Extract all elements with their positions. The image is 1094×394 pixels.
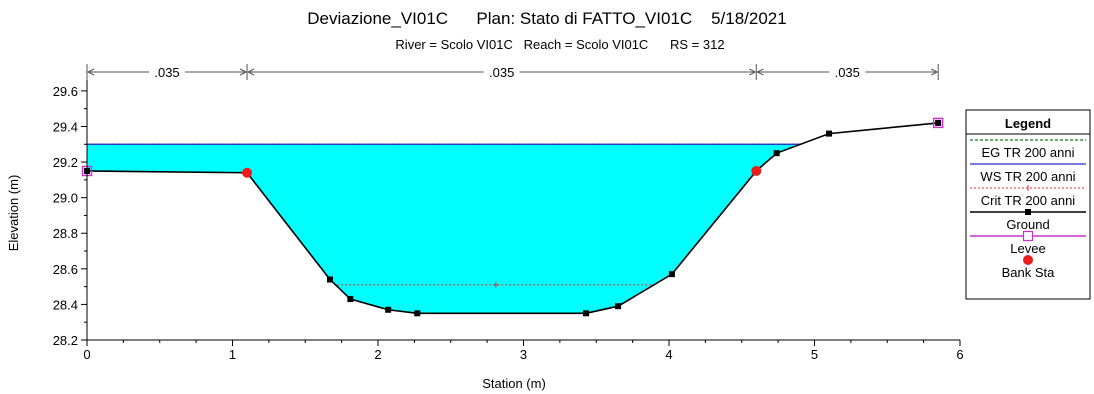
ground-point [935, 119, 942, 126]
manning-n-annotations: .035 .035 .035 [86, 64, 939, 80]
legend-entry-label: WS TR 200 anni [980, 169, 1075, 184]
legend-entry-label: Levee [1010, 241, 1045, 256]
ground-point [615, 303, 622, 310]
y-tick-label: 28.6 [53, 262, 78, 277]
y-tick-label: 29.4 [53, 119, 78, 134]
ground-point [773, 150, 780, 157]
x-axis-label: Station (m) [482, 376, 546, 391]
manning-arrow-head [246, 68, 255, 76]
legend: Legend EG TR 200 anni WS TR 200 anni Crit T… [965, 109, 1091, 300]
legend-title: Legend [1005, 116, 1051, 131]
legend-entry-label: Ground [1006, 217, 1049, 232]
manning-arrow-head [239, 68, 248, 76]
manning-n-label: .035 [489, 65, 514, 80]
x-tick-label: 0 [83, 347, 90, 362]
ground-point [414, 310, 421, 317]
bank-station-point [751, 165, 762, 176]
manning-arrow-head [930, 68, 939, 76]
ground-point [583, 310, 590, 317]
water-fill-layer [87, 144, 801, 314]
legend-entry-label: EG TR 200 anni [982, 145, 1075, 160]
y-tick-label: 29.2 [53, 155, 78, 170]
chart-subtitle: River = Scolo VI01C Reach = Scolo VI01C … [395, 37, 724, 52]
manning-n-label: .035 [835, 65, 860, 80]
levee-point [932, 117, 944, 129]
ground-point [668, 271, 675, 278]
x-tick-label: 6 [956, 347, 963, 362]
legend-swatch-ground-marker [1025, 209, 1031, 215]
manning-arrow-head [86, 68, 95, 76]
legend-entry-label: Bank Sta [1002, 265, 1056, 280]
legend-box [965, 109, 1091, 300]
axes: 0 1 2 3 4 5 6 28.2 28.4 28.6 28.8 29.0 29.2 29.4 29.6 [53, 76, 964, 362]
bank-station-point [242, 167, 253, 178]
y-tick-label: 28.2 [53, 333, 78, 348]
manning-n-label: .035 [154, 65, 179, 80]
manning-arrow-head [749, 68, 757, 76]
x-tick-label: 5 [811, 347, 818, 362]
y-tick-label: 28.4 [53, 297, 78, 312]
chart-title-group: Deviazione_VI01C Plan: Stato di FATTO_VI… [307, 9, 786, 52]
manning-arrow-head [756, 68, 764, 76]
y-axis-label: Elevation (m) [6, 175, 21, 252]
y-tick-label: 28.8 [53, 226, 78, 241]
x-tick-label: 2 [374, 347, 381, 362]
ground-point [347, 296, 354, 303]
y-tick-label: 29.6 [53, 84, 78, 99]
ground-point [326, 276, 333, 283]
chart-title: Deviazione_VI01C Plan: Stato di FATTO_VI… [307, 9, 786, 28]
ground-point [826, 130, 833, 137]
y-tick-label: 29.0 [53, 191, 78, 206]
legend-entry-label: Crit TR 200 anni [981, 193, 1076, 208]
legend-swatch-bank [1023, 255, 1033, 265]
ground-point [385, 306, 392, 313]
water-area [87, 144, 801, 314]
x-tick-label: 1 [229, 347, 236, 362]
x-tick-label: 4 [665, 347, 672, 362]
x-tick-label: 3 [520, 347, 527, 362]
legend-swatch-levee-marker [1022, 230, 1034, 242]
